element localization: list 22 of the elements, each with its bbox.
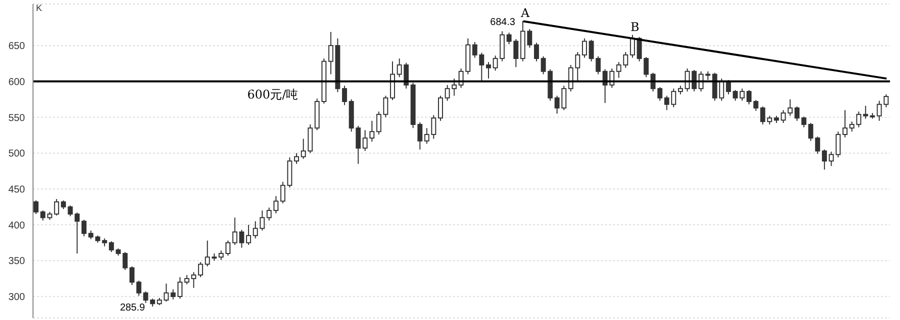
y-tick-label: 500 [8, 148, 26, 160]
candlestick [486, 62, 491, 80]
candlestick [842, 110, 848, 138]
annotation: B [630, 20, 640, 34]
y-tick-label: 600 [8, 76, 26, 88]
annotation: K [36, 3, 42, 13]
annotation: 684.3 [490, 16, 516, 28]
candlestick [273, 196, 278, 214]
y-tick-label: 350 [8, 256, 26, 268]
candlestick [465, 38, 470, 75]
annotation: A [520, 6, 530, 20]
y-tick-label: 300 [8, 292, 26, 304]
y-tick-label: 650 [8, 41, 26, 52]
ref-line-label: 600元/吨 [247, 87, 298, 102]
annotation: 285.9 [120, 302, 146, 314]
y-tick-label: 550 [8, 112, 26, 124]
candlestick [678, 85, 683, 95]
candlestick [266, 207, 272, 221]
y-tick-label: 400 [8, 220, 26, 232]
y-tick-label: 450 [8, 184, 26, 196]
candlestick [362, 130, 368, 152]
candlestick [582, 38, 587, 58]
